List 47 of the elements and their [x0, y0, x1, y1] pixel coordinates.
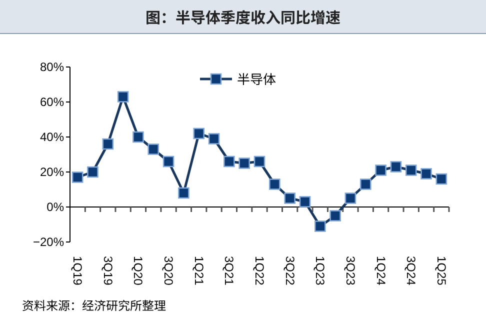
y-tick-label: 20% — [40, 165, 64, 179]
point — [87, 166, 98, 178]
point — [254, 156, 266, 168]
point — [72, 172, 84, 183]
point — [284, 192, 296, 204]
x-tick-label: 1Q25 — [434, 256, 448, 286]
x-tick-label: 1Q23 — [313, 256, 328, 286]
y-tick-label: 60% — [40, 95, 64, 109]
point — [314, 220, 326, 232]
point — [178, 187, 190, 199]
x-tick-label: 1Q24 — [374, 256, 388, 286]
x-tick-label: 3Q24 — [404, 256, 418, 286]
x-tick-label: 3Q19 — [100, 256, 115, 286]
point — [344, 192, 356, 204]
x-tick-label: 3Q22 — [282, 256, 297, 286]
point — [375, 164, 386, 176]
x-tick-label: 3Q21 — [222, 256, 236, 286]
x-tick-label: 1Q21 — [192, 256, 206, 286]
x-tick-label: 1Q19 — [70, 256, 85, 286]
chart-title: 图：半导体季度收入同比增速 — [145, 7, 341, 28]
point — [208, 133, 220, 144]
y-tick-label: 0% — [46, 200, 64, 214]
point — [148, 144, 160, 155]
x-tick-label: 1Q22 — [252, 256, 266, 286]
y-tick-label: 40% — [40, 130, 64, 144]
point — [102, 138, 114, 150]
point — [360, 178, 372, 190]
point — [193, 128, 205, 140]
point — [224, 156, 235, 168]
x-tick-label: 3Q20 — [162, 256, 176, 286]
point — [269, 178, 280, 190]
legend-label: 半导体 — [237, 69, 276, 88]
x-tick-label: 3Q23 — [343, 256, 358, 286]
point — [299, 196, 311, 208]
point — [132, 131, 144, 143]
y-tick-label: −20% — [32, 235, 64, 249]
point — [420, 168, 432, 180]
text: 资料来源：经济研究所整理 — [22, 297, 166, 314]
point — [405, 164, 417, 176]
y-tick-label: 80% — [40, 60, 64, 74]
point — [117, 91, 129, 102]
point — [390, 161, 402, 172]
point — [238, 158, 250, 169]
point — [436, 173, 448, 185]
point — [162, 156, 174, 168]
point — [330, 210, 341, 222]
x-tick-label: 1Q20 — [131, 256, 146, 286]
